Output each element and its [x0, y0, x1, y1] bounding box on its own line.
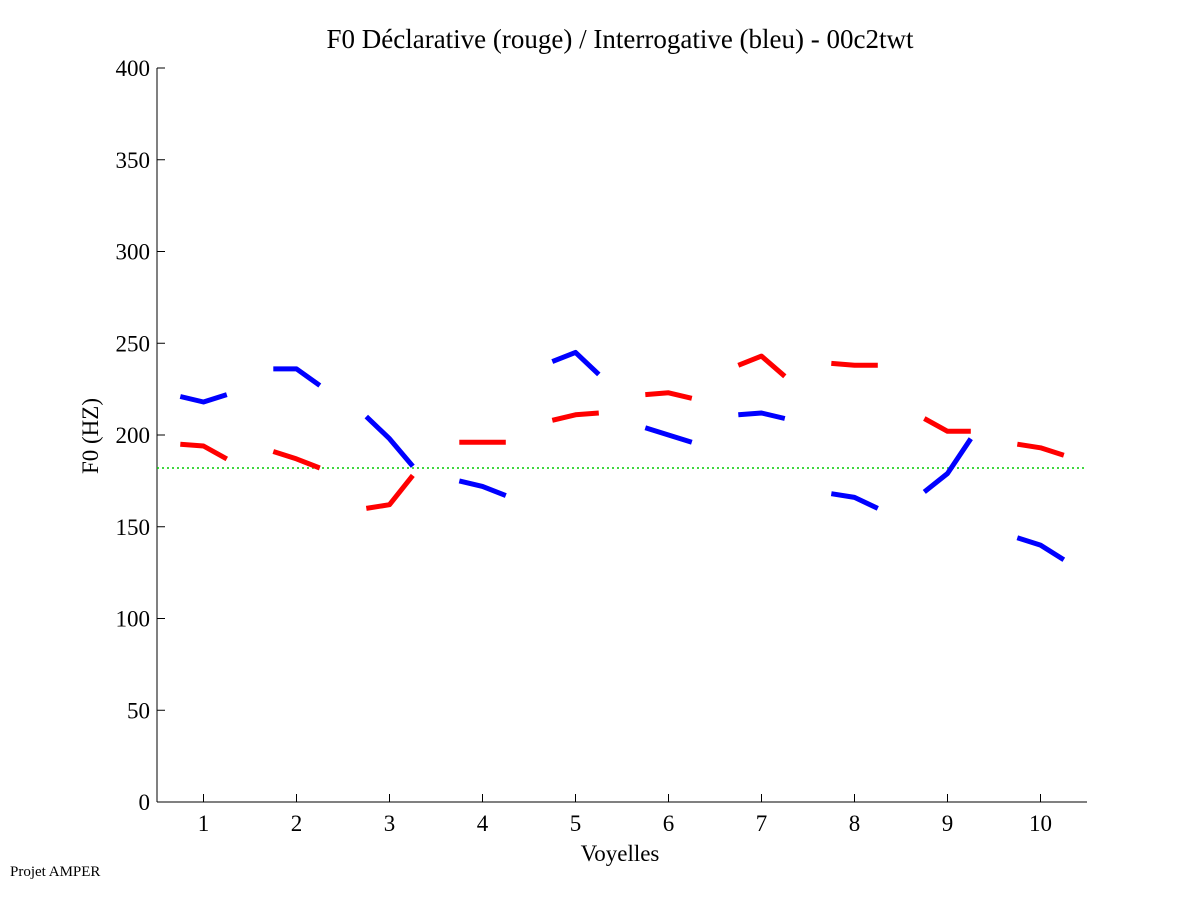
interrogative-series-segment	[830, 491, 879, 511]
interrogative-series-segment	[644, 425, 693, 445]
y-tick-label: 50	[127, 698, 150, 723]
declarative-series-segment	[831, 360, 878, 368]
y-tick-label: 150	[116, 515, 151, 540]
interrogative-series-segment	[179, 392, 228, 405]
x-tick-label: 1	[198, 811, 210, 836]
interrogative-series-segment	[1016, 535, 1066, 562]
declarative-series-segment	[551, 410, 599, 423]
interrogative-series-segment	[273, 366, 322, 388]
x-tick-label: 6	[663, 811, 675, 836]
chart-title: F0 Déclarative (rouge) / Interrogative (…	[326, 24, 914, 54]
y-axis-label: F0 (HZ)	[78, 398, 103, 474]
y-tick-label: 250	[116, 331, 151, 356]
footer-credit: Projet AMPER	[10, 864, 101, 880]
x-tick-label: 9	[942, 811, 954, 836]
y-tick-label: 300	[116, 240, 151, 265]
interrogative-series-segment	[364, 414, 415, 468]
declarative-series-segment	[923, 416, 971, 434]
interrogative-series-segment	[458, 478, 507, 498]
y-tick-label: 100	[116, 607, 151, 632]
y-tick-label: 400	[116, 56, 151, 81]
declarative-series-segment	[1016, 441, 1065, 458]
y-tick-label: 0	[139, 790, 151, 815]
declarative-series-segment	[365, 473, 415, 511]
declarative-series-segment	[645, 390, 693, 401]
x-tick-label: 3	[384, 811, 396, 836]
y-tick-label: 350	[116, 148, 151, 173]
declarative-series-segment	[272, 449, 321, 471]
axes: 0 50 100 150 200 250 300 350 400 1 2 3 4 5 6 7 8 9 10	[116, 56, 1087, 836]
y-tick-label: 200	[116, 423, 151, 448]
interrogative-series-segment	[922, 437, 973, 494]
interrogative-series-segment	[551, 349, 601, 377]
x-tick-label: 7	[756, 811, 768, 836]
declarative-series-segment	[180, 441, 229, 462]
declarative-series-segment	[737, 353, 787, 379]
x-tick-label: 8	[849, 811, 861, 836]
x-tick-label: 4	[477, 811, 489, 836]
x-tick-label: 10	[1029, 811, 1052, 836]
x-tick-label: 2	[291, 811, 303, 836]
x-axis-label: Voyelles	[581, 841, 660, 866]
x-tick-label: 5	[570, 811, 582, 836]
interrogative-series-segment	[738, 410, 786, 421]
series-group	[179, 349, 1066, 562]
